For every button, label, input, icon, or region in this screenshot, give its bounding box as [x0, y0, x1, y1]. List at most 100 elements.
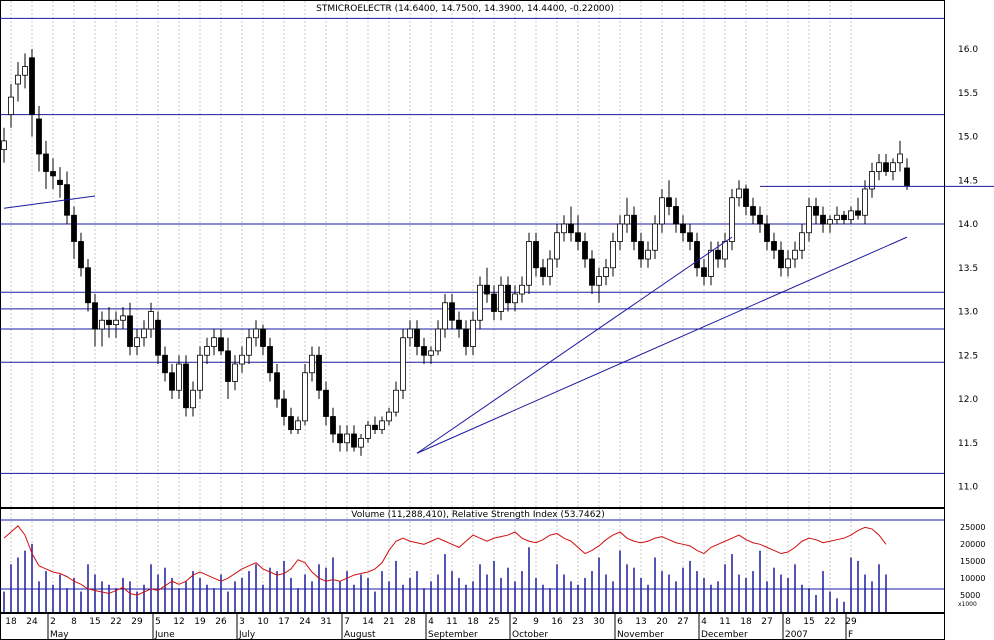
x-tick-label: 23 [572, 617, 583, 627]
month-label: August [344, 630, 376, 640]
x-tick-label: 2 [50, 617, 56, 627]
candle-body [148, 311, 154, 330]
rsi-line [3, 525, 887, 596]
candle-body [78, 241, 84, 269]
candle-body [183, 363, 189, 409]
candle-body [834, 214, 840, 221]
y-tick-label: 12.0 [958, 395, 978, 405]
candle-body [736, 188, 742, 199]
candle-body [407, 328, 413, 339]
x-tick-label: 8 [71, 617, 77, 627]
candle-body [484, 284, 490, 295]
x-tick-label: 14 [362, 617, 374, 627]
x-tick-label: 27 [761, 617, 772, 627]
candle-body [225, 350, 231, 382]
chart-title: STMICROELECTR (14.6400, 14.7500, 14.3900… [316, 4, 614, 14]
candle-body [330, 416, 336, 435]
candle-body [848, 210, 854, 221]
candle-body [869, 171, 875, 190]
y-tick-label: 15.0 [958, 133, 978, 143]
y-tick-label: 13.5 [958, 264, 978, 274]
candle-body [673, 206, 679, 225]
x-tick-label: 9 [533, 617, 539, 627]
x-tick-label: 2 [512, 617, 518, 627]
candle-body [155, 319, 161, 356]
candle-body [617, 223, 623, 242]
x-tick-label: 29 [131, 617, 143, 627]
month-label: F [848, 630, 853, 640]
candle-body [246, 337, 252, 356]
candle-body [771, 241, 777, 251]
candle-body [470, 319, 476, 347]
candle-body [71, 214, 77, 242]
x-tick-label: 4 [428, 617, 434, 627]
candle-body [589, 258, 595, 286]
volume-rsi-title: Volume (11,288,410), Relative Strength I… [351, 510, 604, 520]
x-tick-label: 24 [299, 617, 311, 627]
candle-body [232, 363, 238, 382]
candle-body [526, 241, 532, 286]
candle-body [799, 232, 805, 251]
candle-body [120, 315, 126, 321]
candle-body [274, 372, 280, 400]
candle-body [757, 214, 763, 225]
candle-body [694, 241, 700, 269]
candle-body [218, 337, 224, 352]
candle-body [855, 210, 861, 216]
x-tick-label: 15 [803, 617, 814, 627]
y-tick-label: 11.5 [958, 439, 978, 449]
candle-body [281, 398, 287, 417]
candle-body [85, 267, 91, 304]
candle-body [36, 118, 42, 155]
candle-body [386, 411, 392, 422]
candle-body [904, 167, 910, 186]
candle-body [687, 232, 693, 242]
candle-body [862, 188, 868, 216]
candle-body [421, 346, 427, 356]
candle-body [162, 354, 168, 374]
candle-body [211, 337, 217, 347]
candle-body [456, 319, 462, 330]
x-tick-label: 13 [635, 617, 646, 627]
volume-panel-frame [0, 508, 945, 613]
x-tick-label: 20 [656, 617, 668, 627]
volume-tick-label: 15000 [960, 557, 985, 566]
candle-body [379, 420, 385, 431]
x-tick-label: 21 [383, 617, 394, 627]
y-tick-label: 12.5 [958, 351, 978, 361]
x-axis-tick-labels: 18 24 2 8 15 22 29 5 12 19 26 3 10 17 24 31 7 14 21 28 4 11 18… [5, 617, 857, 627]
candle-body [295, 420, 301, 431]
x-tick-label: 18 [740, 617, 752, 627]
candle-body [253, 328, 259, 339]
volume-rsi-panel: 25000 20000 15000 10000 5000 Volume (11,288,… [0, 508, 985, 613]
candle-body [708, 249, 714, 277]
y-tick-label: 16.0 [958, 45, 978, 55]
candle-body [820, 214, 826, 225]
y-tick-label: 13.0 [958, 308, 978, 318]
candle-body [533, 241, 539, 269]
candle-body [141, 328, 147, 339]
candle-body [50, 171, 56, 177]
x-tick-label: 29 [845, 617, 857, 627]
candle-body [624, 214, 630, 225]
candle-body [239, 354, 245, 365]
x-tick-label: 18 [467, 617, 479, 627]
month-label: May [50, 630, 69, 640]
month-label: September [428, 630, 478, 640]
candle-body [827, 219, 833, 225]
candle-body [197, 354, 203, 391]
candle-body [645, 249, 651, 260]
trend-line [416, 236, 733, 454]
candle-body [547, 258, 553, 277]
candle-body [190, 389, 196, 409]
x-tick-label: 18 [5, 617, 17, 627]
candle-body [806, 206, 812, 234]
x-tick-label: 17 [278, 617, 289, 627]
y-tick-label: 11.0 [958, 483, 978, 493]
x-tick-label: 8 [785, 617, 791, 627]
rsi-polyline [3, 525, 887, 596]
candle-body [400, 337, 406, 391]
candle-body [309, 354, 315, 374]
candle-body [659, 197, 665, 225]
candle-body [743, 188, 749, 207]
